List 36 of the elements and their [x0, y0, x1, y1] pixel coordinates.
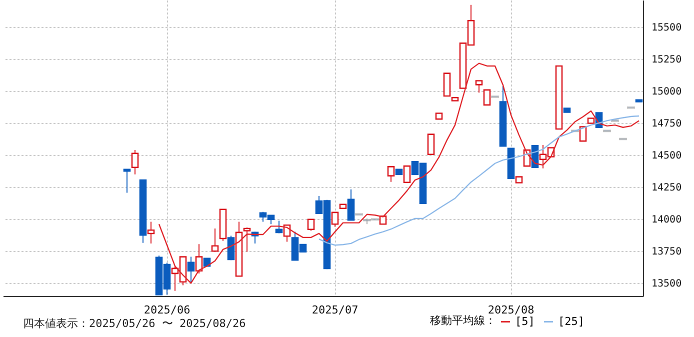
candlestick: [195, 244, 203, 274]
candlestick: [443, 72, 451, 97]
candlestick: [131, 150, 139, 175]
candlestick: [211, 228, 219, 252]
y-tick-label: 14750: [652, 118, 682, 130]
candlestick: [475, 80, 483, 94]
candlestick: [403, 165, 411, 183]
candlestick: [123, 168, 131, 194]
y-tick-label: 14500: [652, 150, 682, 162]
legend-label: [5]: [515, 314, 535, 328]
y-tick-label: 15250: [652, 54, 682, 66]
legend-label: [25]: [558, 314, 584, 328]
candlestick: [331, 212, 339, 228]
candlestick: [483, 89, 491, 106]
y-tick-label: 14000: [652, 214, 682, 226]
line-series: [158, 62, 640, 284]
candlestick: [347, 188, 355, 221]
y-tick-label: 15000: [652, 86, 682, 98]
y-tick-label: 13750: [652, 246, 682, 258]
candlestick: [387, 166, 395, 182]
y-tick-label: 13500: [652, 278, 682, 290]
x-tick-label: 2025/06: [144, 304, 190, 316]
candlestick: [427, 134, 435, 156]
x-tick-label: 2025/07: [312, 304, 358, 316]
candlestick: [187, 256, 195, 284]
y-tick-label: 14250: [652, 182, 682, 194]
x-tick-label: 2025/08: [488, 304, 534, 316]
candlestick: [147, 221, 155, 244]
candlestick: [579, 126, 587, 142]
candlestick: [307, 218, 315, 232]
y-tick-label: 15500: [652, 22, 682, 34]
candlestick: [275, 220, 283, 234]
line-series: [318, 115, 640, 246]
candlestick: [243, 226, 251, 252]
legend-title: 移動平均線：: [430, 314, 496, 327]
text: 四本値表示：2025/05/26 〜 2025/08/26: [23, 316, 246, 331]
